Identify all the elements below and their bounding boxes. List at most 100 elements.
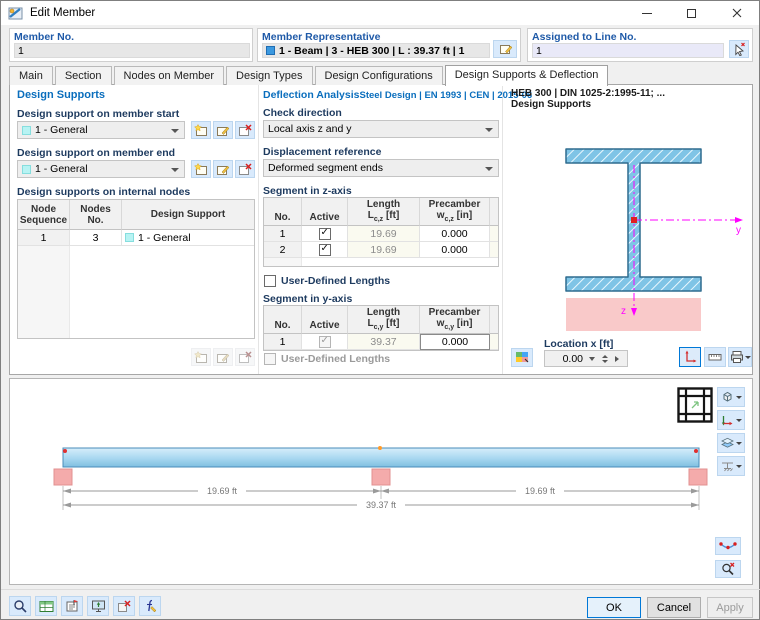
close-button[interactable] <box>714 1 759 25</box>
new-icon <box>194 162 207 175</box>
find-button[interactable] <box>9 596 31 616</box>
edit-support-start-button[interactable] <box>213 121 233 139</box>
tab-design-configurations[interactable]: Design Configurations <box>314 66 443 85</box>
user-defined-lengths-y[interactable]: User-Defined Lengths <box>264 353 390 365</box>
title-bar: Edit Member <box>1 1 759 25</box>
member-representative-field[interactable]: 1 - Beam | 3 - HEB 300 | L : 39.37 ft | … <box>262 43 490 58</box>
member-no-label: Member No. <box>14 31 75 43</box>
segment-z-table: No. Active Length Lc,z [ft] Precamber wc… <box>263 197 499 267</box>
active-checkbox[interactable] <box>318 243 331 256</box>
assigned-line-label: Assigned to Line No. <box>532 31 637 43</box>
dimension-button[interactable] <box>704 347 726 367</box>
new-support-start-button[interactable] <box>191 121 211 139</box>
delete-support-end-button[interactable] <box>235 160 255 178</box>
support-display-button[interactable] <box>717 456 745 476</box>
isometric-view-button[interactable] <box>717 387 745 407</box>
cell-length[interactable]: 39.37 <box>348 334 420 350</box>
tab-design-types[interactable]: Design Types <box>226 66 313 85</box>
tab-main[interactable]: Main <box>9 66 53 85</box>
view-cube[interactable] <box>677 387 713 423</box>
delete-internal-support-button[interactable] <box>235 348 255 366</box>
assigned-line-group: Assigned to Line No. 1 <box>527 28 753 62</box>
deflection-heading: Deflection Analysis <box>263 89 360 101</box>
step-right-icon[interactable] <box>615 355 619 362</box>
view-cube-axis-glyph <box>691 401 699 409</box>
col-node-sequence: Node Sequence <box>18 200 70 230</box>
chevron-down-icon[interactable] <box>589 356 595 361</box>
cell-active[interactable] <box>302 242 348 258</box>
ok-button[interactable]: OK <box>587 597 641 618</box>
deflection-curve-button[interactable] <box>715 537 741 555</box>
close-icon <box>732 8 741 18</box>
edit-representative-icon <box>499 45 512 54</box>
units-settings-button[interactable] <box>35 596 57 616</box>
cancel-button[interactable]: Cancel <box>647 597 701 618</box>
table-row: 1 3 1 - General <box>18 230 254 246</box>
active-checkbox[interactable] <box>318 227 331 240</box>
col-precamber: Precamber wc,z [in] <box>420 198 490 226</box>
edit-formula-button[interactable] <box>139 596 161 616</box>
view-direction-button[interactable] <box>717 410 745 430</box>
cell-precamber[interactable]: 0.000 <box>420 334 490 350</box>
assigned-line-field[interactable]: 1 <box>532 43 724 58</box>
col-text: Design Support <box>150 209 226 220</box>
cell-no[interactable]: 1 <box>264 226 302 242</box>
cell-length[interactable]: 19.69 <box>348 226 420 242</box>
dimension-icon <box>708 354 722 361</box>
member-start-label: Design support on member start <box>17 108 180 120</box>
edit-internal-support-button[interactable] <box>213 348 233 366</box>
reset-defaults-button[interactable] <box>113 596 135 616</box>
new-internal-support-button[interactable] <box>191 348 211 366</box>
design-standard[interactable]: Steel Design | EN 1993 | CEN | 2015-06 <box>359 90 533 101</box>
render-mode-button[interactable] <box>717 433 745 453</box>
edit-support-end-button[interactable] <box>213 160 233 178</box>
navigator-button[interactable] <box>61 596 83 616</box>
user-defined-lengths-z[interactable]: User-Defined Lengths <box>264 275 390 287</box>
cell-extra <box>490 226 498 242</box>
col-text: Length <box>366 198 401 210</box>
y-axis-arrow <box>735 217 743 223</box>
apply-button[interactable]: Apply <box>707 597 753 618</box>
cell-node-sequence[interactable]: 1 <box>18 230 70 246</box>
check-direction-combo[interactable]: Local axis z and y <box>263 120 499 138</box>
cell-active[interactable] <box>302 226 348 242</box>
delete-support-start-button[interactable] <box>235 121 255 139</box>
section-drawing[interactable]: y z <box>507 107 753 337</box>
cell-precamber[interactable]: 0.000 <box>420 242 490 258</box>
cell-nodes-no[interactable]: 3 <box>70 230 122 246</box>
column-separator <box>502 85 503 374</box>
minimize-button[interactable] <box>624 1 669 25</box>
location-value: 0.00 <box>562 352 583 365</box>
display-settings-button[interactable] <box>511 348 533 367</box>
table-empty-area <box>264 258 498 266</box>
beam-drawing[interactable]: 19.69 ft 19.69 ft 39.37 ft <box>9 378 753 585</box>
new-support-end-button[interactable] <box>191 160 211 178</box>
user-defined-y-checkbox[interactable] <box>264 353 276 365</box>
user-defined-z-checkbox[interactable] <box>264 275 276 287</box>
edit-representative-button[interactable] <box>493 40 517 58</box>
cell-precamber[interactable]: 0.000 <box>420 226 490 242</box>
cell-design-support[interactable]: 1 - General <box>122 230 254 246</box>
cell-no[interactable]: 2 <box>264 242 302 258</box>
tab-nodes-on-member[interactable]: Nodes on Member <box>113 66 225 85</box>
cell-length[interactable]: 19.69 <box>348 242 420 258</box>
display-icon <box>91 600 105 612</box>
print-button[interactable] <box>728 347 752 367</box>
cell-active[interactable] <box>302 334 348 350</box>
member-no-field[interactable]: 1 <box>14 43 250 58</box>
zoom-cancel-button[interactable] <box>715 560 741 578</box>
maximize-button[interactable] <box>669 1 714 25</box>
display-options-button[interactable] <box>87 596 109 616</box>
member-start-combo[interactable]: 1 - General <box>17 121 185 139</box>
axes-toggle-button[interactable] <box>679 347 701 367</box>
tab-section[interactable]: Section <box>54 66 112 85</box>
tab-design-supports-deflection[interactable]: Design Supports & Deflection <box>444 65 609 86</box>
spinner-arrows[interactable] <box>602 354 608 363</box>
active-checkbox[interactable] <box>318 335 331 348</box>
location-spinner[interactable]: 0.00 <box>544 350 628 367</box>
member-end-combo[interactable]: 1 - General <box>17 160 185 178</box>
cell-no[interactable]: 1 <box>264 334 302 350</box>
render-mode-icon <box>721 437 734 448</box>
displacement-reference-combo[interactable]: Deformed segment ends <box>263 159 499 177</box>
select-line-button[interactable] <box>729 40 749 58</box>
